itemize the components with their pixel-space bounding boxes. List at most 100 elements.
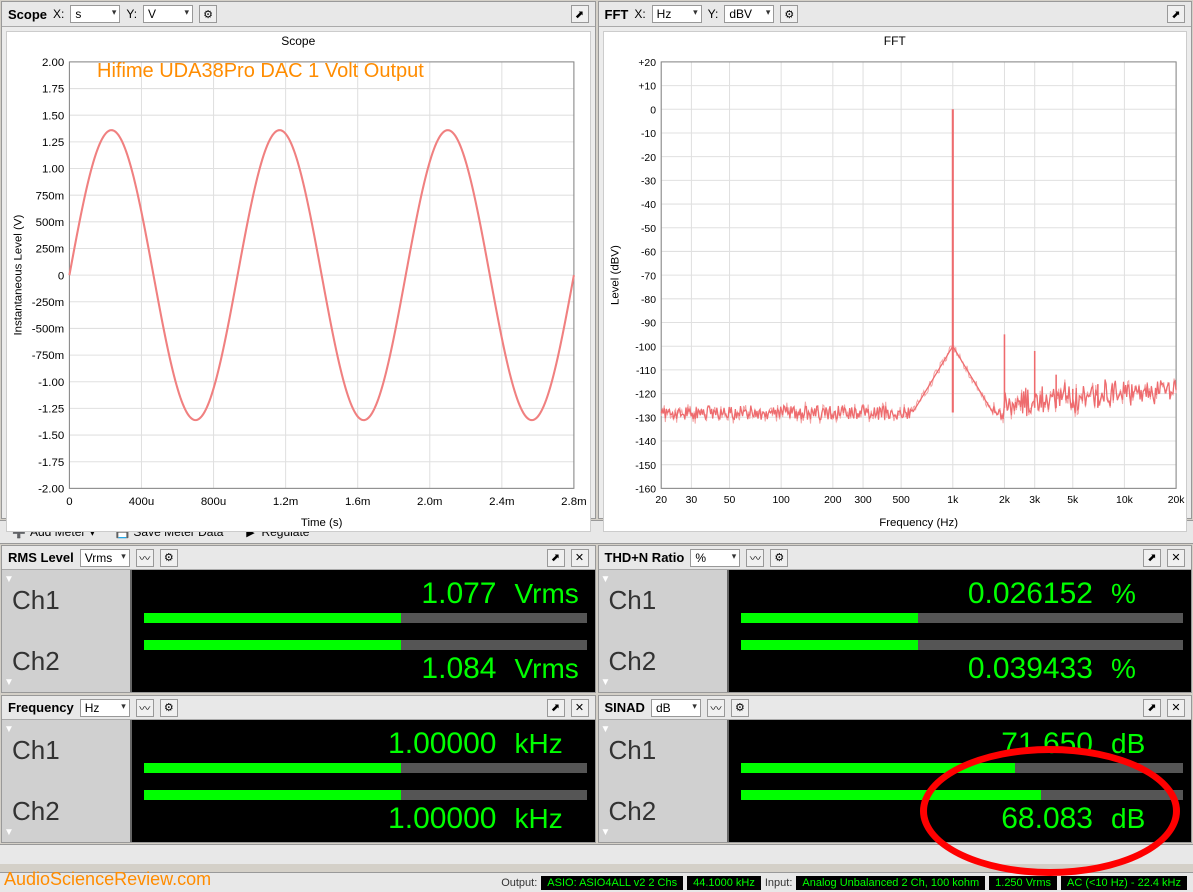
scope-chart: Scope Hifime UDA38Pro DAC 1 Volt Output … [6,31,591,532]
sinad-ch2-unit: dB [1111,803,1181,835]
gear-icon[interactable]: ⚙ [780,5,798,23]
svg-text:-40: -40 [640,200,655,211]
marker-icon: ▼ [4,574,14,585]
scope-plot: -2.00-1.75-1.50-1.25-1.00-750m-500m-250m… [7,50,590,531]
marker-icon: ▼ [601,574,611,585]
popout-icon[interactable]: ⬈ [571,5,589,23]
chart-icon[interactable]: 〰 [746,549,764,567]
freq-ch1-value: 1.00000 [388,727,496,761]
freq-ch1-label: Ch1 [2,720,132,781]
svg-text:50: 50 [723,495,735,506]
svg-text:750m: 750m [36,190,65,202]
svg-text:2k: 2k [998,495,1010,506]
svg-text:-120: -120 [635,390,656,401]
thdn-ch1-label: Ch1 [599,570,729,631]
thdn-meter-panel: THD+N Ratio % 〰 ⚙ ⬈ ✕ Ch1 ▼ 0.026152% Ch… [598,545,1193,693]
thdn-ch1-row: Ch1 ▼ 0.026152% [599,570,1192,631]
freq-ch2-unit: kHz [515,803,585,835]
gear-icon[interactable]: ⚙ [731,699,749,717]
gear-icon[interactable]: ⚙ [199,5,217,23]
svg-text:-80: -80 [640,295,655,306]
input-filter: AC (<10 Hz) - 22.4 kHz [1061,876,1187,890]
popout-icon[interactable]: ⬈ [1167,5,1185,23]
scope-y-label: Y: [126,7,137,21]
svg-text:500: 500 [892,495,910,506]
svg-text:-2.00: -2.00 [38,484,64,496]
scope-x-unit-select[interactable]: s [70,5,120,23]
svg-text:-150: -150 [635,461,656,472]
svg-text:-1.75: -1.75 [38,457,64,469]
popout-icon[interactable]: ⬈ [1143,549,1161,567]
svg-text:1.50: 1.50 [42,110,64,122]
svg-text:+10: +10 [638,82,656,93]
marker-icon: ▼ [4,677,14,688]
close-icon[interactable]: ✕ [1167,699,1185,717]
svg-text:3k: 3k [1029,495,1041,506]
chart-icon[interactable]: 〰 [707,699,725,717]
svg-text:Frequency (Hz): Frequency (Hz) [879,517,958,529]
freq-meter-body: Ch1 ▼ 1.00000kHz Ch2 ▼ 1.00000kHz [2,720,595,842]
close-icon[interactable]: ✕ [571,549,589,567]
svg-text:-1.00: -1.00 [38,377,64,389]
svg-text:800u: 800u [201,496,226,508]
svg-text:Time (s): Time (s) [301,517,343,529]
scope-y-unit-select[interactable]: V [143,5,193,23]
sinad-unit-select[interactable]: dB [651,699,701,717]
svg-text:-1.50: -1.50 [38,430,64,442]
popout-icon[interactable]: ⬈ [1143,699,1161,717]
rms-ch1-row: Ch1 ▼ 1.077Vrms [2,570,595,631]
svg-text:2.00: 2.00 [42,57,64,69]
rms-meter-header: RMS Level Vrms 〰 ⚙ ⬈ ✕ [2,546,595,570]
svg-text:-30: -30 [640,177,655,188]
svg-text:-90: -90 [640,319,655,330]
thdn-unit-select[interactable]: % [690,549,740,567]
thdn-ch2-value: 0.039433 [968,652,1093,686]
rms-ch1-unit: Vrms [515,578,585,610]
bottom-strip [0,844,1193,864]
sinad-ch2-label: Ch2 [599,781,729,842]
output-label: Output: [501,877,537,889]
svg-text:-140: -140 [635,437,656,448]
rms-ch2-value: 1.084 [421,652,496,686]
svg-text:400u: 400u [129,496,154,508]
rms-unit-select[interactable]: Vrms [80,549,130,567]
svg-text:+20: +20 [638,58,656,69]
sinad-ch1-label: Ch1 [599,720,729,781]
svg-text:300: 300 [854,495,872,506]
sinad-ch1-value: 71.650 [1001,727,1093,761]
svg-text:-50: -50 [640,224,655,235]
svg-text:-110: -110 [635,366,655,377]
chart-icon[interactable]: 〰 [136,699,154,717]
fft-y-unit-select[interactable]: dBV [724,5,774,23]
gear-icon[interactable]: ⚙ [770,549,788,567]
close-icon[interactable]: ✕ [571,699,589,717]
fft-x-label: X: [634,7,645,21]
close-icon[interactable]: ✕ [1167,549,1185,567]
scope-chart-title: Scope [7,32,590,50]
svg-text:Instantaneous Level (V): Instantaneous Level (V) [13,215,25,336]
gear-icon[interactable]: ⚙ [160,549,178,567]
input-device: Analog Unbalanced 2 Ch, 100 kohm [796,876,985,890]
scope-annotation: Hifime UDA38Pro DAC 1 Volt Output [97,60,424,83]
freq-meter-panel: Frequency Hz 〰 ⚙ ⬈ ✕ Ch1 ▼ 1.00000kHz Ch… [1,695,596,843]
svg-text:2.4m: 2.4m [489,496,514,508]
svg-text:0: 0 [66,496,72,508]
popout-icon[interactable]: ⬈ [547,549,565,567]
freq-unit-select[interactable]: Hz [80,699,130,717]
scope-x-label: X: [53,7,64,21]
svg-text:10k: 10k [1116,495,1134,506]
output-device: ASIO: ASIO4ALL v2 2 Chs [541,876,683,890]
thdn-ch2-unit: % [1111,653,1181,685]
chart-icon[interactable]: 〰 [136,549,154,567]
freq-ch2-label: Ch2 [2,781,132,842]
gear-icon[interactable]: ⚙ [160,699,178,717]
freq-meter-header: Frequency Hz 〰 ⚙ ⬈ ✕ [2,696,595,720]
svg-text:Level (dBV): Level (dBV) [609,245,621,305]
fft-header: FFT X: Hz Y: dBV ⚙ ⬈ [599,2,1192,27]
sinad-ch2-bar [741,790,1184,800]
popout-icon[interactable]: ⬈ [547,699,565,717]
status-bar: AudioScienceReview.com Output: ASIO: ASI… [0,872,1193,892]
svg-text:-160: -160 [635,485,656,496]
fft-x-unit-select[interactable]: Hz [652,5,702,23]
svg-text:1.75: 1.75 [42,84,64,96]
